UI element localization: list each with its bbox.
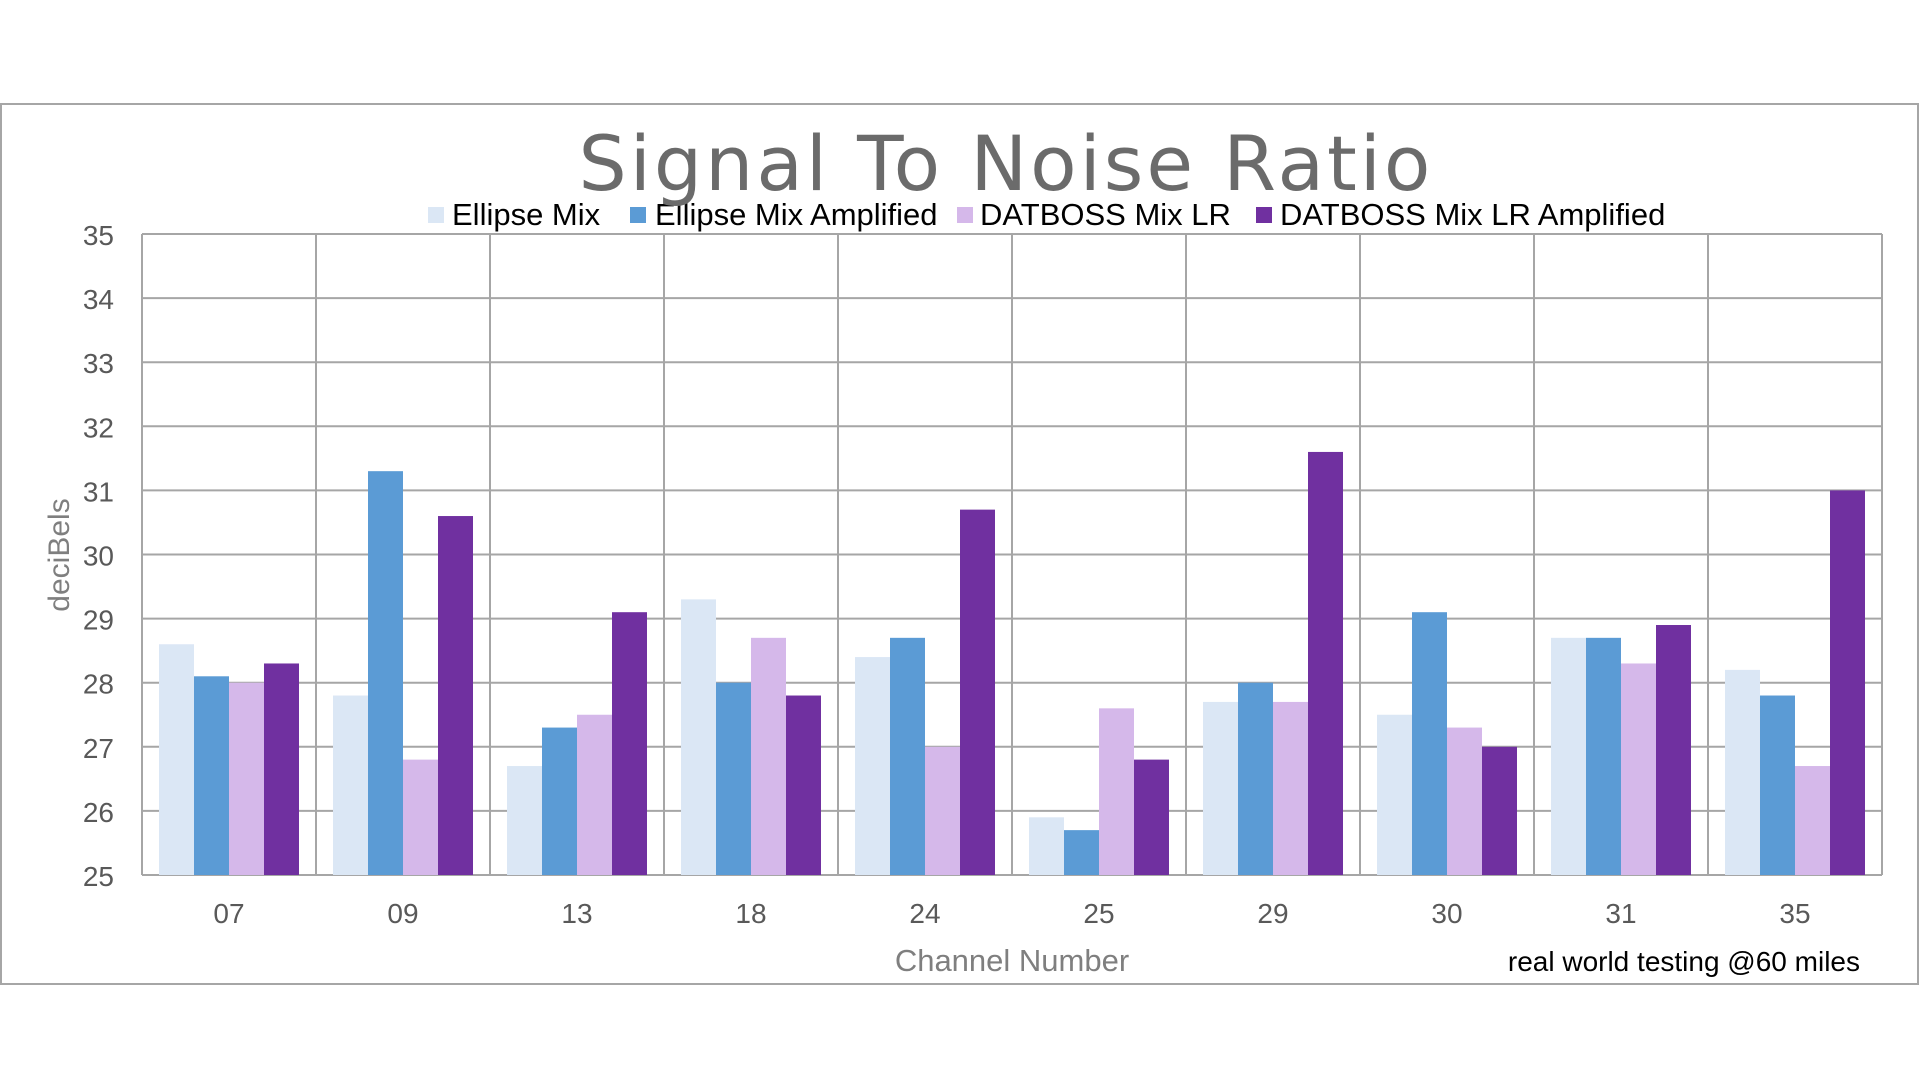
y-tick-label: 35 <box>83 220 114 251</box>
x-tick-label: 13 <box>561 898 592 929</box>
legend-swatch <box>428 207 444 223</box>
x-tick-label: 25 <box>1083 898 1114 929</box>
bar <box>1621 663 1656 875</box>
bar <box>542 727 577 875</box>
bar <box>1064 830 1099 875</box>
bar <box>1551 637 1586 875</box>
bar <box>960 509 995 875</box>
y-tick-label: 33 <box>83 348 114 379</box>
bar <box>1586 637 1621 875</box>
bar <box>1412 612 1447 875</box>
x-tick-label: 24 <box>909 898 940 929</box>
y-tick-label: 32 <box>83 412 114 443</box>
x-tick-label: 29 <box>1257 898 1288 929</box>
y-tick-label: 26 <box>83 797 114 828</box>
axes: 25 26 27 28 29 30 31 32 33 34 35 07 09 13 18 24 25 29 30 31… <box>83 220 1811 929</box>
legend: Ellipse Mix Ellipse Mix Amplified DATBOSS … <box>428 197 1665 232</box>
bar <box>1760 695 1795 875</box>
bar <box>1447 727 1482 875</box>
bar <box>716 682 751 875</box>
x-tick-label: 30 <box>1431 898 1462 929</box>
y-axis-label: deciBels <box>43 498 76 611</box>
bar <box>368 471 403 875</box>
bar <box>1656 625 1691 875</box>
bar <box>507 766 542 875</box>
bar <box>1830 490 1865 875</box>
y-tick-label: 31 <box>83 476 114 507</box>
bar <box>333 695 368 875</box>
bar <box>681 599 716 875</box>
bar <box>1134 759 1169 875</box>
bar <box>1029 817 1064 875</box>
x-axis-label: Channel Number <box>895 943 1129 978</box>
legend-label: Ellipse Mix Amplified <box>655 197 938 232</box>
bar <box>229 682 264 875</box>
bar <box>403 759 438 875</box>
bar <box>1482 746 1517 875</box>
y-tick-label: 34 <box>83 284 114 315</box>
x-tick-label: 31 <box>1605 898 1636 929</box>
y-tick-label: 25 <box>83 861 114 892</box>
bar <box>855 657 890 875</box>
bar <box>612 612 647 875</box>
legend-label: Ellipse Mix <box>452 197 601 232</box>
bars <box>159 451 1865 875</box>
bar <box>1377 714 1412 875</box>
bar <box>264 663 299 875</box>
bar <box>1203 701 1238 875</box>
bar <box>194 676 229 875</box>
y-tick-label: 27 <box>83 733 114 764</box>
legend-swatch <box>957 207 973 223</box>
y-tick-label: 28 <box>83 669 114 700</box>
bar <box>1238 682 1273 875</box>
bar <box>786 695 821 875</box>
bar <box>159 644 194 875</box>
bar <box>1725 669 1760 875</box>
bar <box>1273 701 1308 875</box>
legend-swatch <box>1256 207 1272 223</box>
legend-label: DATBOSS Mix LR <box>980 197 1231 232</box>
bar <box>890 637 925 875</box>
bar <box>925 746 960 875</box>
footnote: real world testing @60 miles <box>1508 946 1860 977</box>
legend-swatch <box>630 207 646 223</box>
bar <box>1308 451 1343 875</box>
bar <box>438 516 473 875</box>
y-tick-label: 29 <box>83 605 114 636</box>
bar <box>751 637 786 875</box>
x-tick-label: 09 <box>387 898 418 929</box>
bar <box>1795 766 1830 875</box>
bar <box>1099 708 1134 875</box>
legend-label: DATBOSS Mix LR Amplified <box>1280 197 1665 232</box>
x-tick-label: 07 <box>213 898 244 929</box>
bar <box>577 714 612 875</box>
y-tick-label: 30 <box>83 541 114 572</box>
x-tick-label: 18 <box>735 898 766 929</box>
chart-title: Signal To Noise Ratio <box>579 119 1434 208</box>
x-tick-label: 35 <box>1779 898 1810 929</box>
